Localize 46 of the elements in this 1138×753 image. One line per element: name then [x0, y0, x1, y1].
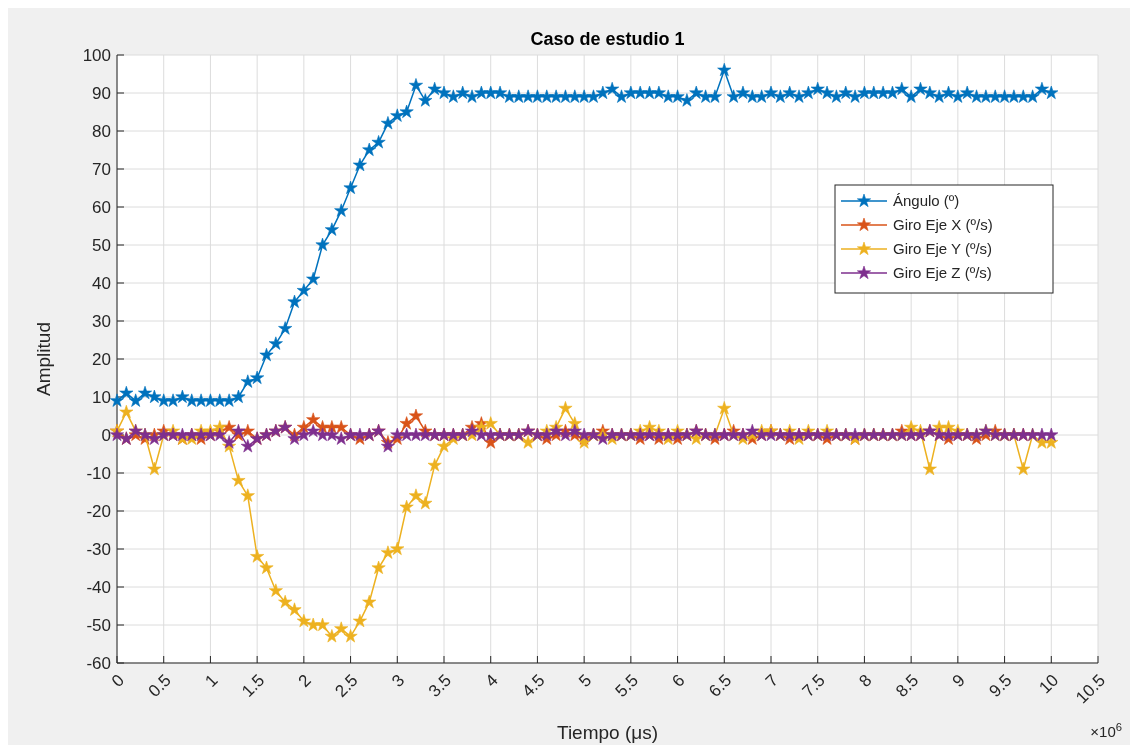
x-tick-label: 7.5 — [798, 670, 829, 701]
y-tick-label: 0 — [101, 425, 111, 445]
y-tick-label: 20 — [92, 349, 111, 369]
chart-title: Caso de estudio 1 — [530, 29, 685, 49]
y-tick-label: 100 — [82, 45, 111, 65]
x-tick-label: 2.5 — [331, 670, 362, 701]
x-tick-label: 4 — [481, 670, 502, 691]
x-tick-label: 6 — [668, 670, 689, 691]
y-tick-label: 50 — [92, 235, 111, 255]
x-axis-title: Tiempo (μs) — [556, 722, 659, 743]
legend-label: Giro Eje Z (º/s) — [893, 264, 992, 281]
x-tick-label: 10 — [1035, 670, 1063, 698]
legend-label: Giro Eje Y (º/s) — [893, 240, 993, 257]
x-tick-label: 1 — [201, 670, 222, 691]
y-tick-label: -20 — [86, 501, 111, 521]
legend-label: Ángulo (º) — [893, 192, 960, 209]
x-tick-label: 4.5 — [518, 670, 549, 701]
x-tick-label: 9.5 — [985, 670, 1016, 701]
y-tick-label: -30 — [86, 539, 111, 559]
legend-label: Giro Eje X (º/s) — [893, 216, 993, 233]
x-tick-label: 2 — [294, 670, 315, 691]
x-tick-label: 3 — [388, 670, 409, 691]
x-tick-label: 5 — [575, 670, 596, 691]
x-tick-label: 0.5 — [144, 670, 175, 701]
x-tick-label: 0 — [107, 670, 129, 691]
y-tick-label: -50 — [86, 615, 111, 635]
y-axis-title: Amplitud — [33, 322, 54, 396]
y-tick-label: -60 — [86, 653, 111, 673]
y-tick-label: 70 — [92, 159, 111, 179]
x-tick-label: 1.5 — [238, 670, 269, 701]
x-tick-label: 8 — [855, 670, 876, 691]
y-tick-label: 10 — [92, 387, 111, 407]
x-tick-label: 9 — [948, 670, 969, 691]
y-tick-label: -10 — [86, 463, 111, 483]
y-tick-label: 30 — [92, 311, 111, 331]
y-tick-label: 80 — [92, 121, 111, 141]
x-tick-label: 5.5 — [611, 670, 642, 701]
text: ×10$^{6}$ — [1090, 721, 1122, 740]
y-tick-label: 40 — [92, 273, 111, 293]
x-tick-label: 3.5 — [424, 670, 456, 701]
y-tick-label: 90 — [92, 83, 111, 103]
y-tick-label: -40 — [86, 577, 111, 597]
x-tick-label: 7 — [761, 670, 783, 691]
x-tick-label: 8.5 — [892, 670, 923, 701]
x-tick-label: 6.5 — [705, 670, 736, 701]
y-tick-label: 60 — [92, 197, 111, 217]
